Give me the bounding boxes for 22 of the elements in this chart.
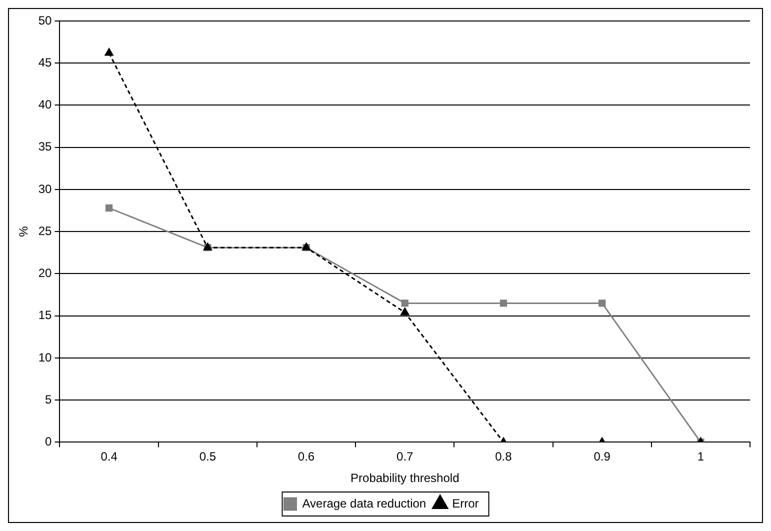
y-tick-label: 15 [38, 308, 52, 322]
y-tick-label: 25 [38, 224, 52, 238]
y-tick-label: 0 [45, 434, 52, 449]
x-tick-label: 0.5 [199, 450, 216, 464]
x-tick-label: 0.9 [594, 450, 611, 464]
legend-label: Average data reduction [302, 496, 426, 510]
x-tick-label: 0.6 [298, 450, 315, 464]
y-tick-label: 45 [38, 55, 52, 70]
x-axis-title: Probability threshold [350, 471, 460, 486]
y-tick-label: 30 [38, 182, 52, 196]
y-tick-label: 10 [38, 350, 52, 364]
y-axis-title: % [16, 226, 31, 237]
y-tick-label: 35 [38, 140, 52, 154]
y-tick-label: 50 [38, 13, 52, 28]
y-tick-label: 5 [45, 392, 52, 406]
legend-label: Error [452, 496, 479, 510]
x-tick-label: 0.7 [396, 450, 414, 464]
y-tick-label: 20 [38, 266, 52, 280]
x-tick-label: 0.8 [495, 450, 512, 464]
x-tick-label: 0.4 [100, 450, 118, 464]
x-tick-label: 1 [697, 450, 704, 464]
y-tick-label: 40 [38, 98, 52, 112]
